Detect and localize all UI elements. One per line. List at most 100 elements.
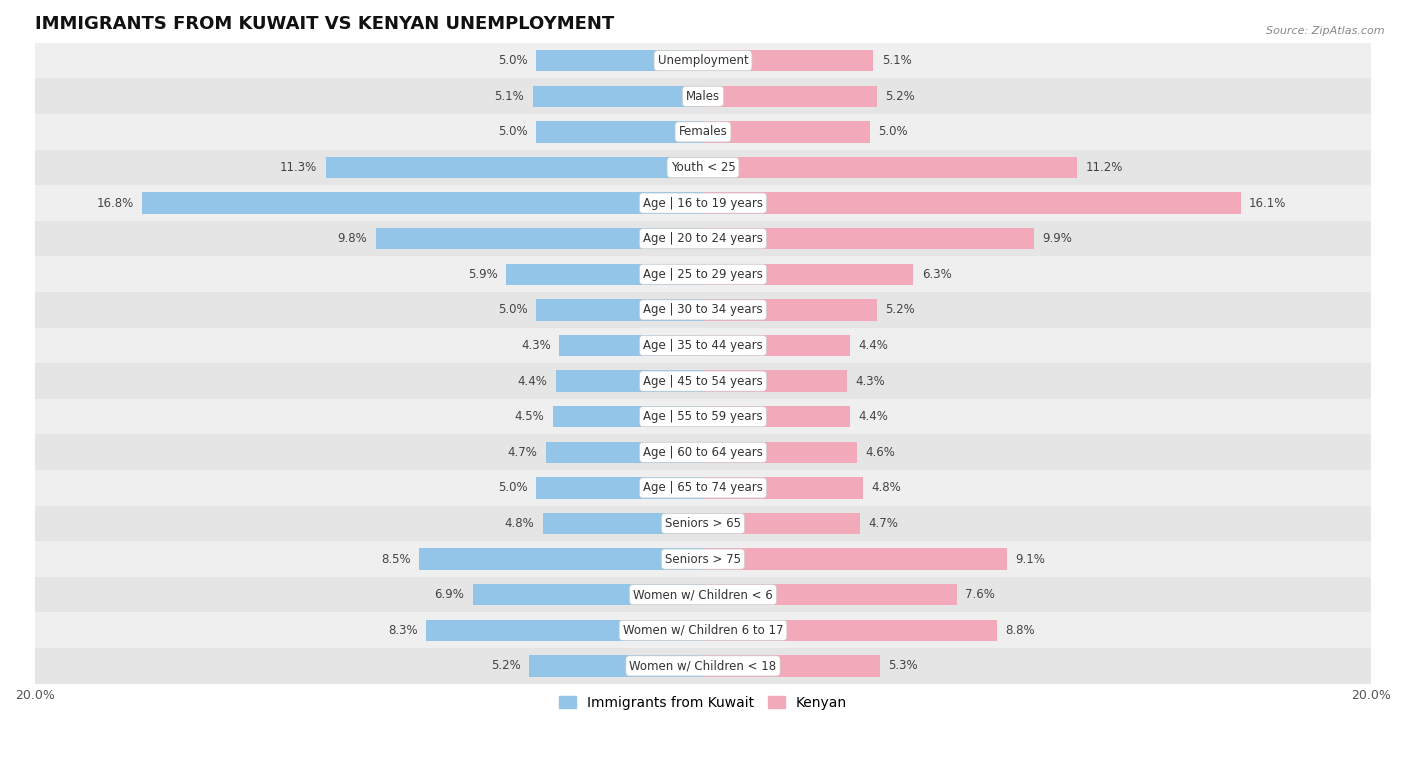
Bar — [142, 192, 703, 213]
Bar — [703, 656, 880, 677]
Bar — [703, 228, 1033, 249]
Text: 4.7%: 4.7% — [869, 517, 898, 530]
Bar — [703, 548, 1007, 570]
Text: Seniors > 75: Seniors > 75 — [665, 553, 741, 565]
Bar — [536, 299, 703, 320]
Text: 6.3%: 6.3% — [922, 268, 952, 281]
Bar — [35, 612, 1371, 648]
Bar — [35, 43, 1371, 79]
Text: 5.2%: 5.2% — [491, 659, 522, 672]
Text: 4.8%: 4.8% — [872, 481, 901, 494]
Bar — [529, 656, 703, 677]
Bar — [506, 263, 703, 285]
Bar — [533, 86, 703, 107]
Bar — [703, 335, 851, 357]
Bar — [703, 370, 846, 392]
Bar — [536, 477, 703, 499]
Bar — [703, 121, 870, 142]
Text: Source: ZipAtlas.com: Source: ZipAtlas.com — [1267, 26, 1385, 36]
Bar — [536, 50, 703, 71]
Bar — [35, 470, 1371, 506]
Text: 5.0%: 5.0% — [498, 304, 527, 316]
Text: 8.8%: 8.8% — [1005, 624, 1035, 637]
Text: 4.7%: 4.7% — [508, 446, 537, 459]
Bar — [703, 157, 1077, 178]
Text: 5.3%: 5.3% — [889, 659, 918, 672]
Text: 16.8%: 16.8% — [96, 197, 134, 210]
Bar — [35, 79, 1371, 114]
Bar — [35, 185, 1371, 221]
Text: Women w/ Children 6 to 17: Women w/ Children 6 to 17 — [623, 624, 783, 637]
Text: Age | 25 to 29 years: Age | 25 to 29 years — [643, 268, 763, 281]
Text: 9.1%: 9.1% — [1015, 553, 1045, 565]
Bar — [426, 620, 703, 641]
Text: 4.6%: 4.6% — [865, 446, 894, 459]
Text: Women w/ Children < 6: Women w/ Children < 6 — [633, 588, 773, 601]
Text: 5.0%: 5.0% — [879, 126, 908, 139]
Bar — [35, 435, 1371, 470]
Text: Age | 45 to 54 years: Age | 45 to 54 years — [643, 375, 763, 388]
Text: 16.1%: 16.1% — [1249, 197, 1286, 210]
Bar — [703, 406, 851, 428]
Bar — [326, 157, 703, 178]
Text: 9.9%: 9.9% — [1042, 232, 1071, 245]
Bar — [35, 648, 1371, 684]
Text: 4.8%: 4.8% — [505, 517, 534, 530]
Text: Age | 35 to 44 years: Age | 35 to 44 years — [643, 339, 763, 352]
Bar — [553, 406, 703, 428]
Bar — [35, 506, 1371, 541]
Text: Males: Males — [686, 90, 720, 103]
Bar — [703, 512, 860, 534]
Bar — [472, 584, 703, 606]
Bar — [35, 577, 1371, 612]
Bar — [703, 620, 997, 641]
Text: 4.5%: 4.5% — [515, 410, 544, 423]
Bar — [419, 548, 703, 570]
Text: Seniors > 65: Seniors > 65 — [665, 517, 741, 530]
Text: Youth < 25: Youth < 25 — [671, 161, 735, 174]
Bar — [560, 335, 703, 357]
Bar — [35, 541, 1371, 577]
Text: 4.4%: 4.4% — [858, 339, 889, 352]
Text: 5.1%: 5.1% — [882, 55, 911, 67]
Text: 5.1%: 5.1% — [495, 90, 524, 103]
Bar — [703, 299, 877, 320]
Bar — [35, 150, 1371, 185]
Bar — [35, 328, 1371, 363]
Bar — [35, 257, 1371, 292]
Bar — [35, 221, 1371, 257]
Text: 5.2%: 5.2% — [884, 304, 915, 316]
Bar — [703, 50, 873, 71]
Text: Age | 20 to 24 years: Age | 20 to 24 years — [643, 232, 763, 245]
Text: 11.2%: 11.2% — [1085, 161, 1123, 174]
Bar — [375, 228, 703, 249]
Bar — [703, 86, 877, 107]
Text: 4.4%: 4.4% — [858, 410, 889, 423]
Text: Age | 16 to 19 years: Age | 16 to 19 years — [643, 197, 763, 210]
Text: Females: Females — [679, 126, 727, 139]
Text: Women w/ Children < 18: Women w/ Children < 18 — [630, 659, 776, 672]
Text: Age | 30 to 34 years: Age | 30 to 34 years — [643, 304, 763, 316]
Text: 5.9%: 5.9% — [468, 268, 498, 281]
Bar — [703, 263, 914, 285]
Bar — [35, 363, 1371, 399]
Text: Age | 55 to 59 years: Age | 55 to 59 years — [643, 410, 763, 423]
Text: IMMIGRANTS FROM KUWAIT VS KENYAN UNEMPLOYMENT: IMMIGRANTS FROM KUWAIT VS KENYAN UNEMPLO… — [35, 15, 614, 33]
Text: 4.3%: 4.3% — [522, 339, 551, 352]
Text: Unemployment: Unemployment — [658, 55, 748, 67]
Text: 4.4%: 4.4% — [517, 375, 548, 388]
Text: Age | 60 to 64 years: Age | 60 to 64 years — [643, 446, 763, 459]
Legend: Immigrants from Kuwait, Kenyan: Immigrants from Kuwait, Kenyan — [554, 690, 852, 715]
Text: 4.3%: 4.3% — [855, 375, 884, 388]
Text: 11.3%: 11.3% — [280, 161, 318, 174]
Text: 5.0%: 5.0% — [498, 55, 527, 67]
Text: 5.2%: 5.2% — [884, 90, 915, 103]
Bar — [35, 399, 1371, 435]
Bar — [555, 370, 703, 392]
Text: 6.9%: 6.9% — [434, 588, 464, 601]
Bar — [703, 441, 856, 463]
Text: 9.8%: 9.8% — [337, 232, 367, 245]
Bar — [546, 441, 703, 463]
Bar — [543, 512, 703, 534]
Bar — [703, 477, 863, 499]
